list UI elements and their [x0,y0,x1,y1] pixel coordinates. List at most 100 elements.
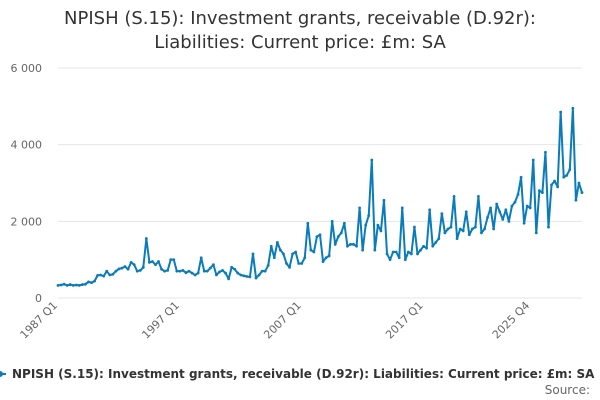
data-point[interactable] [522,221,526,225]
data-point[interactable] [364,223,368,227]
data-point[interactable] [315,235,319,239]
data-point[interactable] [105,269,109,273]
data-point[interactable] [342,221,346,225]
data-point[interactable] [367,214,371,217]
data-point[interactable] [102,274,106,278]
data-point[interactable] [211,263,215,267]
data-point[interactable] [71,283,75,287]
data-point[interactable] [242,274,246,278]
data-point[interactable] [513,200,517,204]
data-point[interactable] [178,269,182,273]
data-point[interactable] [568,168,572,171]
data-point[interactable] [464,210,468,214]
data-point[interactable] [90,281,93,285]
data-point[interactable] [129,260,133,264]
data-point[interactable] [233,267,237,271]
data-point[interactable] [537,189,541,193]
data-point[interactable] [477,195,480,198]
data-point[interactable] [227,277,231,281]
data-point[interactable] [425,246,429,250]
data-point[interactable] [300,262,304,265]
data-point[interactable] [577,181,581,185]
data-point[interactable] [199,256,203,260]
data-point[interactable] [215,273,218,277]
data-point[interactable] [486,216,489,219]
data-point[interactable] [446,227,450,231]
data-point[interactable] [324,256,328,260]
data-point[interactable] [205,269,209,273]
data-point[interactable] [413,225,416,229]
data-point[interactable] [230,265,234,269]
data-point[interactable] [553,179,556,183]
data-point[interactable] [193,273,197,277]
data-point[interactable] [114,269,118,273]
data-point[interactable] [556,185,560,189]
data-point[interactable] [154,263,157,267]
data-point[interactable] [93,279,96,283]
data-point[interactable] [77,283,81,287]
data-point[interactable] [196,271,200,275]
data-point[interactable] [483,227,486,231]
data-point[interactable] [339,231,343,235]
data-point[interactable] [80,283,84,286]
data-point[interactable] [336,235,340,239]
data-point[interactable] [269,244,273,248]
data-point[interactable] [400,206,404,210]
data-point[interactable] [428,208,432,212]
data-point[interactable] [251,252,255,256]
data-point[interactable] [285,262,288,265]
data-point[interactable] [458,227,462,231]
data-point[interactable] [288,265,291,269]
data-point[interactable] [257,273,261,277]
data-point[interactable] [544,150,547,154]
data-point[interactable] [388,258,392,262]
data-point[interactable] [117,267,121,271]
data-point[interactable] [355,244,358,248]
data-point[interactable] [321,260,325,263]
data-point[interactable] [409,252,413,256]
data-point[interactable] [431,244,435,248]
data-point[interactable] [422,244,425,248]
data-point[interactable] [495,202,499,206]
data-point[interactable] [437,237,441,240]
data-point[interactable] [406,250,410,254]
data-point[interactable] [540,191,544,194]
data-point[interactable] [157,260,160,263]
data-point[interactable] [126,267,130,271]
data-point[interactable] [449,225,453,229]
data-point[interactable] [346,244,349,248]
data-point[interactable] [132,263,136,267]
data-point[interactable] [507,219,511,223]
data-point[interactable] [144,237,148,240]
data-point[interactable] [263,269,267,273]
data-point[interactable] [141,265,145,269]
data-point[interactable] [151,260,154,263]
data-point[interactable] [239,273,243,277]
data-point[interactable] [467,233,471,237]
data-point[interactable] [147,260,151,264]
data-point[interactable] [580,191,584,194]
data-point[interactable] [172,258,176,262]
data-point[interactable] [559,110,563,114]
data-point[interactable] [370,158,374,162]
data-point[interactable] [394,250,398,254]
data-point[interactable] [294,250,298,254]
data-point[interactable] [571,106,575,110]
data-point[interactable] [187,269,191,273]
legend[interactable]: NPISH (S.15): Investment grants, receiva… [0,367,595,381]
data-point[interactable] [275,241,279,244]
data-point[interactable] [111,272,115,276]
data-point[interactable] [519,175,523,179]
data-point[interactable] [516,193,520,196]
data-point[interactable] [309,248,313,252]
data-point[interactable] [65,283,69,287]
data-point[interactable] [473,225,477,229]
data-point[interactable] [266,264,270,267]
data-point[interactable] [327,254,331,258]
data-point[interactable] [349,242,352,246]
data-point[interactable] [376,223,380,227]
data-point[interactable] [208,266,212,270]
data-point[interactable] [108,273,112,277]
data-point[interactable] [190,271,194,275]
data-point[interactable] [87,280,90,284]
